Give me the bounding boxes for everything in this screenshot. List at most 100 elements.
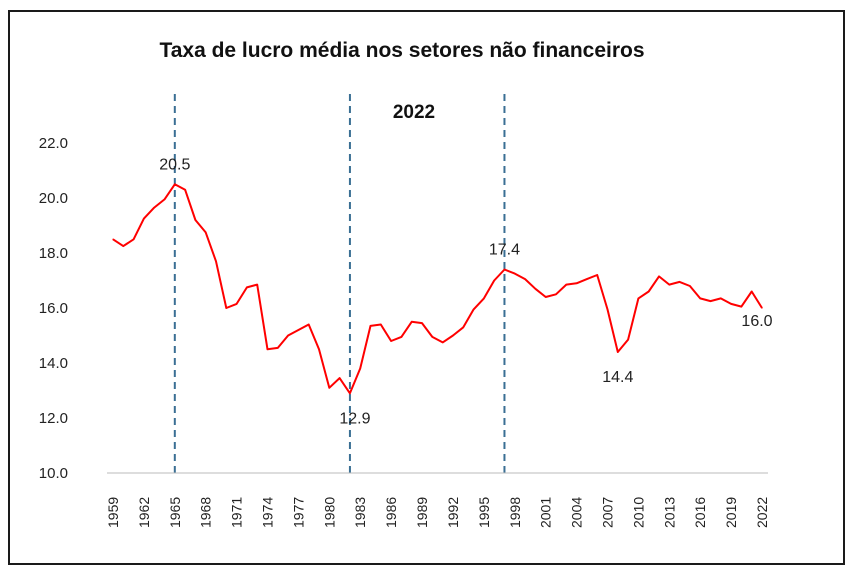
y-tick-label: 12.0 xyxy=(39,410,68,427)
data-point xyxy=(266,348,269,350)
data-point xyxy=(328,387,330,389)
y-tick-label: 16.0 xyxy=(39,300,68,317)
data-point xyxy=(246,286,248,288)
data-point xyxy=(400,336,403,338)
x-tick-label: 1983 xyxy=(352,497,368,528)
data-point xyxy=(648,290,650,293)
data-point xyxy=(359,367,361,370)
chart-title: Taxa de lucro média nos setores não fina… xyxy=(159,39,644,62)
data-point xyxy=(740,306,742,308)
data-point xyxy=(452,334,454,337)
x-tick-label: 1989 xyxy=(414,497,430,528)
data-point xyxy=(503,268,506,271)
y-tick-label: 14.0 xyxy=(39,355,68,372)
data-point xyxy=(133,238,135,240)
data-point xyxy=(318,348,320,350)
data-point xyxy=(163,198,166,200)
x-tick-label: 2010 xyxy=(630,497,646,528)
chart-frame: Taxa de lucro média nos setores não fina… xyxy=(8,10,845,565)
data-point xyxy=(658,275,660,277)
data-point xyxy=(122,245,124,247)
data-point xyxy=(308,323,310,326)
x-tick-label: 1968 xyxy=(198,497,214,528)
data-point xyxy=(462,326,464,328)
reference-lines xyxy=(173,94,506,473)
data-point xyxy=(112,238,114,240)
x-tick-label: 1965 xyxy=(167,497,183,528)
data-label: 16.0 xyxy=(741,313,772,330)
x-tick-label: 2022 xyxy=(754,497,770,528)
data-point xyxy=(565,284,567,286)
data-point xyxy=(236,303,238,305)
data-point xyxy=(689,285,691,287)
series-line xyxy=(112,183,763,395)
y-tick-label: 20.0 xyxy=(39,190,68,207)
data-point xyxy=(225,307,227,309)
data-point xyxy=(390,340,392,342)
y-tick-label: 22.0 xyxy=(39,135,68,152)
data-point xyxy=(369,325,372,327)
data-point xyxy=(586,278,588,280)
data-point xyxy=(617,351,619,353)
data-point xyxy=(205,231,207,233)
x-tick-label: 2013 xyxy=(661,497,677,528)
data-point xyxy=(339,377,341,379)
y-tick-label: 10.0 xyxy=(39,465,68,482)
data-point xyxy=(421,322,423,324)
x-tick-label: 2007 xyxy=(599,497,615,528)
series-group xyxy=(112,183,763,395)
data-point xyxy=(627,339,629,341)
data-point xyxy=(411,321,413,323)
data-label: 20.5 xyxy=(159,156,190,173)
data-point xyxy=(730,303,732,305)
data-point xyxy=(720,297,722,299)
x-tick-label: 1980 xyxy=(321,497,337,528)
data-point xyxy=(380,323,382,326)
data-label: 17.4 xyxy=(489,242,520,259)
x-tick-label: 1959 xyxy=(105,497,121,528)
data-point xyxy=(215,260,217,262)
x-tick-label: 2004 xyxy=(569,497,585,528)
data-point xyxy=(184,189,186,191)
data-point xyxy=(575,282,578,284)
x-tick-label: 1974 xyxy=(260,497,276,528)
data-point xyxy=(442,341,444,343)
x-tick-label: 1986 xyxy=(383,497,399,528)
x-tick-label: 2016 xyxy=(692,497,708,528)
data-point xyxy=(297,329,300,331)
data-point xyxy=(699,297,701,299)
data-point xyxy=(514,273,516,275)
data-point xyxy=(472,308,475,310)
data-point xyxy=(678,281,681,283)
data-point xyxy=(493,279,495,282)
data-point xyxy=(524,278,526,280)
data-point xyxy=(277,347,279,349)
x-tick-label: 1962 xyxy=(136,497,152,528)
data-point xyxy=(761,307,763,309)
data-point xyxy=(596,274,598,276)
data-point xyxy=(545,296,547,298)
x-tick-label: 2001 xyxy=(538,497,554,528)
y-tick-label: 18.0 xyxy=(39,245,68,262)
data-point xyxy=(751,290,753,293)
chart-subtitle: 2022 xyxy=(393,102,435,123)
data-label: 12.9 xyxy=(339,410,370,427)
x-tick-label: 1971 xyxy=(229,497,245,528)
data-point xyxy=(668,284,670,286)
line-chart: Taxa de lucro média nos setores não fina… xyxy=(39,39,773,528)
annotations: 20.5 12.9 17.4 14.4 16.0 xyxy=(159,156,772,427)
data-point xyxy=(287,334,289,337)
data-point xyxy=(431,336,433,338)
data-point xyxy=(534,288,536,290)
data-point xyxy=(194,219,197,221)
data-point xyxy=(153,207,155,209)
data-label: 14.4 xyxy=(602,369,633,386)
x-tick-label: 1995 xyxy=(476,497,492,528)
data-point xyxy=(256,284,258,286)
data-point xyxy=(174,183,176,185)
y-axis: 10.0 12.0 14.0 16.0 18.0 20.0 22.0 xyxy=(39,135,68,482)
x-axis: 1959 1962 1965 1968 1971 1974 1977 1980 1983 1986… xyxy=(105,472,770,528)
data-point xyxy=(483,297,485,299)
x-tick-label: 1992 xyxy=(445,497,461,528)
data-point xyxy=(555,293,557,295)
